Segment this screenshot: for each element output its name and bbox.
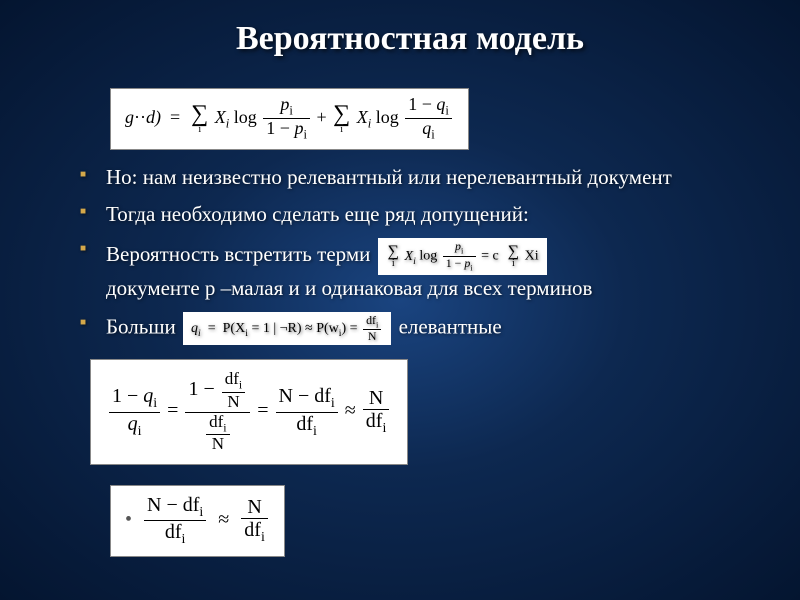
bullet-text: Тогда необходимо сделать еще ряд допущен… (106, 202, 529, 226)
x1: Xi (215, 107, 230, 127)
bullet-text-after: документе p –малая и и одинаковая для вс… (106, 276, 592, 300)
log2: log (376, 107, 399, 127)
inline-formula-q-approx: qi = P(Xi = 1 | ¬R) ≈ P(wi) = dfi N (183, 312, 391, 346)
main-formula: g··d) = ∑ i Xi log pi 1 − pi + ∑ i Xi lo… (110, 88, 469, 150)
main-formula-row: g··d) = ∑ i Xi log pi 1 − pi + ∑ i Xi lo… (110, 88, 740, 150)
plus: + (316, 107, 326, 127)
final-approx-row: • N − dfi dfi ≈ N dfi (110, 485, 740, 557)
bullet-item: Больши qi = P(Xi = 1 | ¬R) ≈ P(wi) = dfi… (80, 312, 740, 346)
log1: log (234, 107, 257, 127)
q-chain-row: 1 − qi qi = 1 − dfi N dfi N (90, 359, 740, 464)
bullet-text-before: Больши (106, 314, 176, 338)
lhs-arg: d) (146, 107, 161, 127)
frac1: pi 1 − pi (263, 95, 310, 143)
sum2: ∑ i (333, 104, 350, 135)
bullet-text: Но: нам неизвестно релевантный или нерел… (106, 165, 672, 189)
sum1-sym: ∑ (191, 104, 208, 126)
bullet-item: Но: нам неизвестно релевантный или нерел… (80, 164, 740, 191)
slide-title: Вероятностная модель (80, 20, 740, 58)
lhs-g: g (125, 107, 134, 127)
final-approx-formula: • N − dfi dfi ≈ N dfi (110, 485, 285, 557)
bullet-item: Тогда необходимо сделать еще ряд допущен… (80, 201, 740, 228)
bullet-list: Но: нам неизвестно релевантный или нерел… (80, 164, 740, 346)
bullet-text-before: Вероятность встретить терми (106, 242, 370, 266)
sum1: ∑ i (191, 104, 208, 135)
sum2-sym: ∑ (333, 104, 350, 126)
q-chain-formula: 1 − qi qi = 1 − dfi N dfi N (90, 359, 408, 464)
lhs-dots: ·· (134, 107, 146, 127)
x2: Xi (357, 107, 372, 127)
frac2: 1 − qi qi (405, 95, 452, 143)
inner-bullet: • (125, 508, 132, 530)
slide: Вероятностная модель g··d) = ∑ i Xi log … (0, 0, 800, 600)
eq-sign: = (170, 107, 180, 127)
inline-formula-sum-c: ∑i Xi log pi 1 − pi = c ∑i Xi (378, 238, 547, 274)
bullet-item: Вероятность встретить терми ∑i Xi log pi… (80, 238, 740, 301)
bullet-text-after: елевантные (399, 314, 502, 338)
